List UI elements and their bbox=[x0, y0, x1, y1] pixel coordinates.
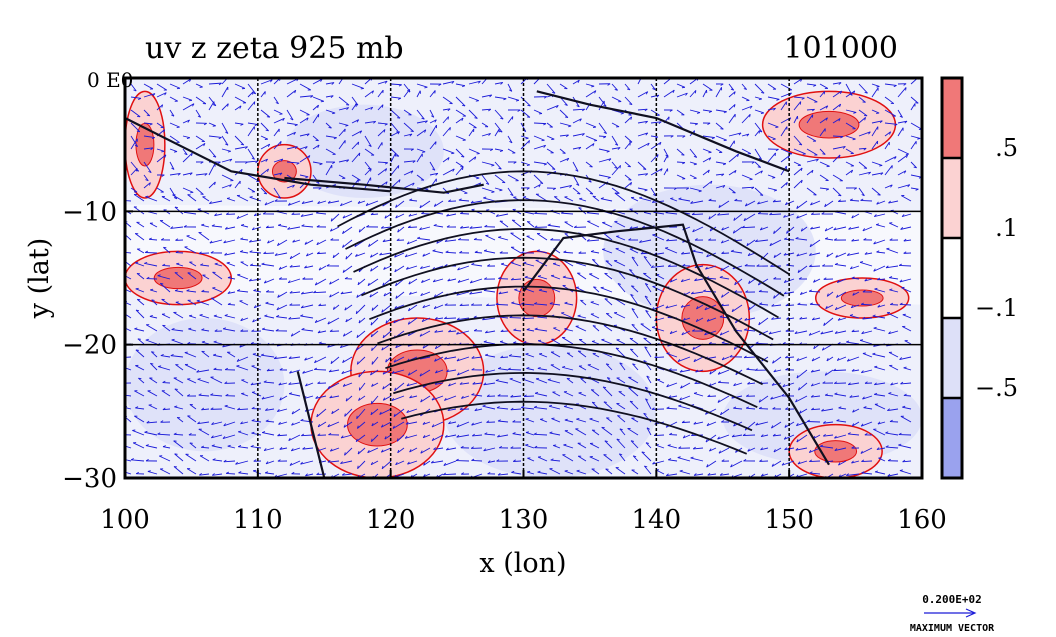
coastline-4 bbox=[296, 371, 326, 478]
strong-positive-core-6 bbox=[798, 110, 860, 139]
x-tick-label-6: 160 bbox=[897, 505, 947, 535]
height-contour-1 bbox=[345, 199, 785, 297]
plot-area bbox=[125, 78, 922, 478]
colorbar-band-4 bbox=[942, 398, 962, 478]
x-tick-label-4: 140 bbox=[632, 505, 682, 535]
colorbar-band-0 bbox=[942, 78, 962, 158]
height-contour-0 bbox=[337, 170, 790, 276]
y-axis-ticks: −10 −20 −30 bbox=[62, 77, 133, 494]
colorbar-label-1: .1 bbox=[995, 214, 1018, 242]
height-contour-7 bbox=[393, 371, 753, 432]
y-axis-label: y (lat) bbox=[24, 238, 55, 320]
x-tick-label-3: 130 bbox=[499, 505, 549, 535]
height-contours bbox=[125, 90, 830, 478]
x-tick-label-5: 150 bbox=[764, 505, 814, 535]
grid-lines bbox=[125, 78, 922, 478]
x-axis-label: x (lon) bbox=[479, 548, 566, 579]
colorbar-band-1 bbox=[942, 158, 962, 238]
colorbar-band-3 bbox=[942, 318, 962, 398]
height-contour-3 bbox=[361, 256, 774, 341]
height-contour-8 bbox=[401, 400, 748, 455]
coastline-3 bbox=[522, 223, 830, 466]
chart-timestamp: 101000 bbox=[783, 31, 898, 66]
coastline-1 bbox=[284, 176, 484, 194]
negative-region-0 bbox=[125, 318, 285, 452]
colorbar: .5 .1 −.1 −.5 bbox=[940, 76, 1018, 480]
colorbar-frame bbox=[940, 76, 964, 480]
strong-positive-core-0 bbox=[135, 122, 155, 167]
negative-region-1 bbox=[443, 344, 657, 478]
strong-positive-core-4 bbox=[518, 278, 556, 318]
colorbar-label-3: −.5 bbox=[975, 374, 1018, 402]
x-tick-label-1: 110 bbox=[233, 505, 283, 535]
x-axis-ticks: 100 110 120 130 140 150 160 bbox=[100, 470, 947, 535]
x-tick-label-0: 100 bbox=[100, 505, 150, 535]
vector-legend-arrowhead bbox=[965, 608, 977, 618]
colorbar-label-2: −.1 bbox=[975, 294, 1018, 322]
colorbar-band-2 bbox=[942, 238, 962, 318]
strong-positive-core-9 bbox=[840, 289, 884, 307]
y-tick-label-2: −20 bbox=[62, 331, 117, 361]
top-left-label: 0 E0 bbox=[87, 68, 133, 92]
y-tick-label-1: −10 bbox=[62, 197, 117, 227]
height-contour-5 bbox=[377, 314, 763, 386]
vector-legend-caption: MAXIMUM VECTOR bbox=[910, 623, 995, 634]
chart-title: uv z zeta 925 mb bbox=[145, 31, 404, 66]
coastline-0 bbox=[125, 117, 391, 193]
vector-legend: 0.200E+02 MAXIMUM VECTOR bbox=[910, 593, 995, 634]
colorbar-label-0: .5 bbox=[995, 134, 1018, 162]
height-contour-4 bbox=[369, 285, 769, 363]
vector-legend-value: 0.200E+02 bbox=[922, 593, 982, 606]
height-contour-6 bbox=[385, 343, 758, 409]
height-contour-2 bbox=[353, 227, 779, 319]
y-tick-label-3: −30 bbox=[62, 464, 117, 494]
x-tick-label-2: 120 bbox=[366, 505, 416, 535]
